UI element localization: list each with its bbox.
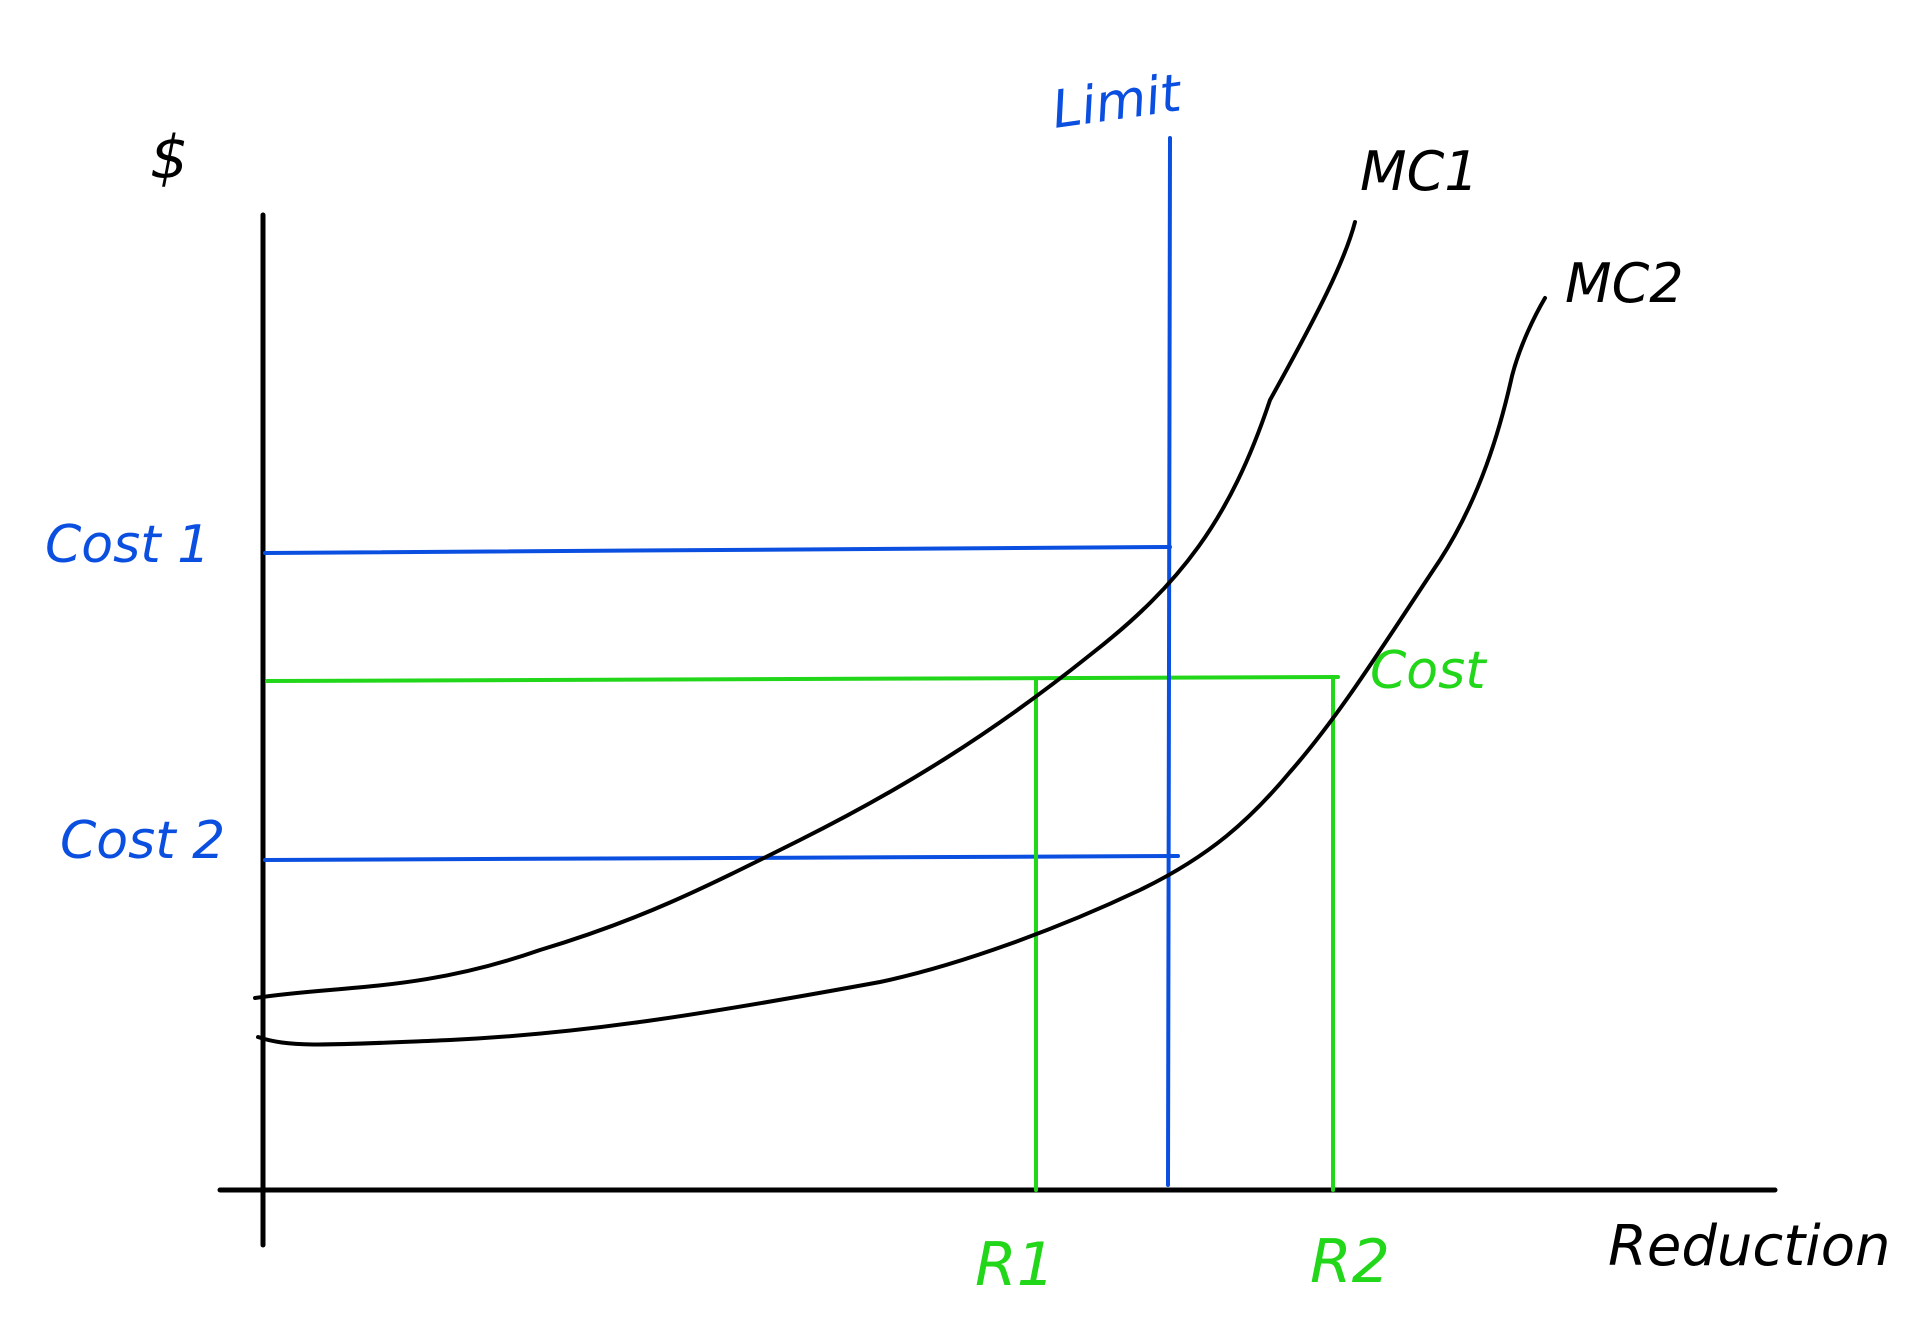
cost2-line — [263, 854, 1180, 862]
r1-label: R1 — [975, 1230, 1055, 1300]
x-axis-label: Reduction — [1608, 1214, 1890, 1279]
limit-label: Limit — [1048, 63, 1186, 141]
y-axis-label: $ — [150, 123, 188, 193]
cost1-label: Cost 1 — [45, 515, 210, 575]
cost1-line — [263, 545, 1172, 555]
mc2-curve — [256, 296, 1547, 1047]
mc2-label: MC2 — [1565, 252, 1684, 315]
green-cost-label: Cost — [1370, 641, 1487, 701]
limit-line — [1166, 136, 1172, 1187]
cost2-label: Cost 2 — [60, 811, 225, 871]
mc1-label: MC1 — [1360, 140, 1479, 203]
mc1-curve — [253, 220, 1357, 1000]
green-cost-line — [265, 675, 1340, 683]
r2-label: R2 — [1310, 1227, 1390, 1297]
